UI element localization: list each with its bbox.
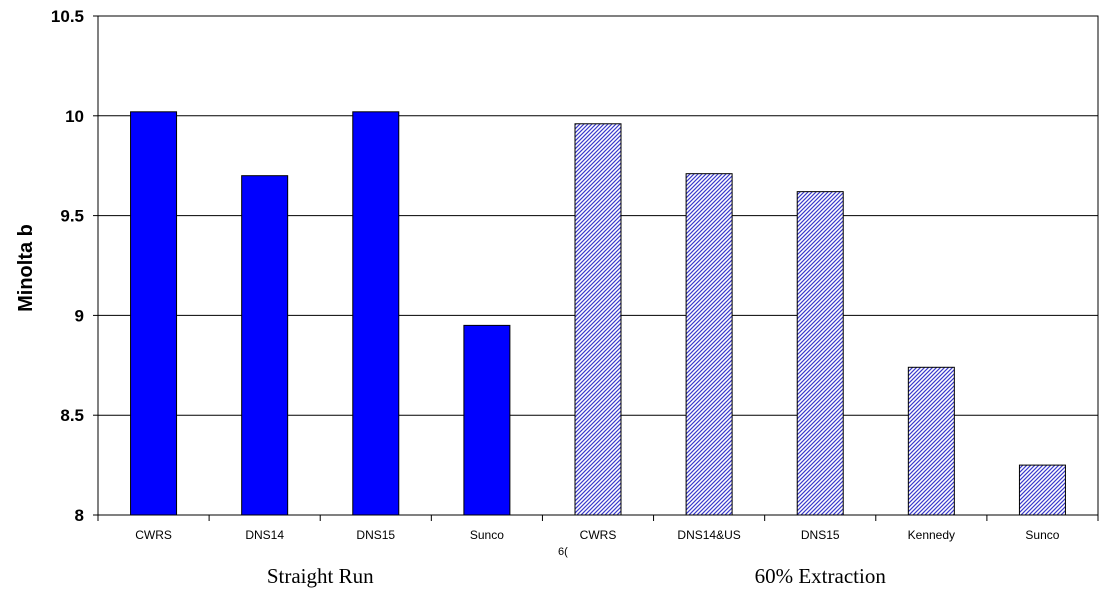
bar-dns14 <box>241 175 289 516</box>
bar-sunco <box>1018 464 1066 516</box>
y-tick-label: 9 <box>75 306 84 325</box>
x-category-labels: CWRS DNS14 DNS15 Sunco CWRS DNS14&US DNS15 Kenn… <box>135 528 1060 542</box>
x-category-label: DNS14&US <box>677 528 740 542</box>
y-axis-label: Minolta b <box>15 224 37 312</box>
x-category-label: CWRS <box>135 528 172 542</box>
bar-cwrs <box>574 123 622 516</box>
group-label: 60% Extraction <box>755 564 887 588</box>
stray-label: 6( <box>558 546 568 558</box>
x-category-label: DNS14 <box>245 528 284 542</box>
group-labels: Straight Run 60% Extraction <box>267 564 886 588</box>
y-tick-label: 8 <box>75 506 84 525</box>
y-tick-label: 8.5 <box>60 406 84 425</box>
bar-kennedy <box>907 366 955 516</box>
x-category-label: DNS15 <box>356 528 395 542</box>
y-tick-label: 10 <box>65 107 84 126</box>
y-tick-label: 9.5 <box>60 207 84 226</box>
bars <box>130 111 1066 516</box>
plot-frame <box>97 15 1099 516</box>
bar-dns14-us <box>685 173 733 516</box>
x-category-label: Kennedy <box>908 528 955 542</box>
bar-dns15 <box>352 111 400 516</box>
x-category-label: Sunco <box>1025 528 1059 542</box>
y-tick-label: 10.5 <box>51 7 84 26</box>
axes <box>93 15 1099 521</box>
y-tick-labels: 8 8.5 9 9.5 10 10.5 <box>51 7 84 525</box>
bar-dns15 <box>796 191 844 516</box>
x-category-label: DNS15 <box>801 528 840 542</box>
bar-sunco <box>463 324 511 516</box>
x-category-label: CWRS <box>580 528 617 542</box>
group-label: Straight Run <box>267 564 374 588</box>
x-category-label: Sunco <box>470 528 504 542</box>
bar-cwrs <box>130 111 178 516</box>
